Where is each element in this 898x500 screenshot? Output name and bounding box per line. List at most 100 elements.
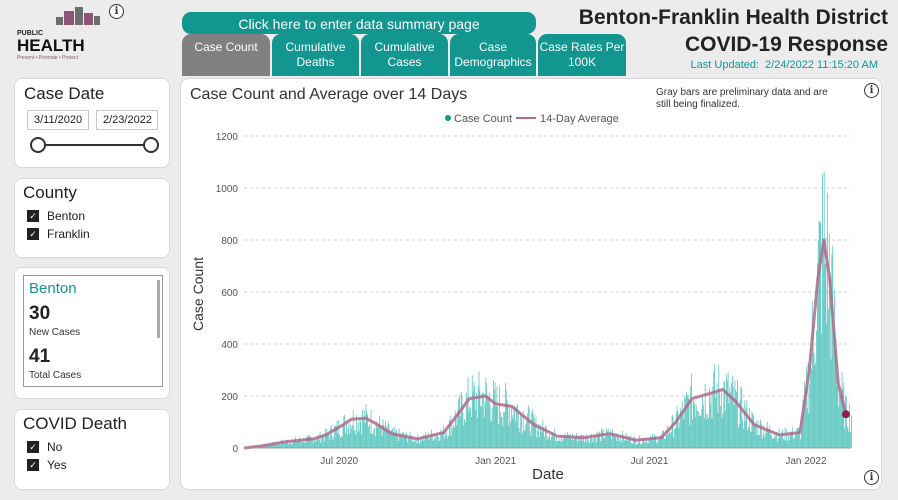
data-summary-button[interactable]: Click here to enter data summary page bbox=[182, 12, 536, 34]
end-date-input[interactable]: 2/23/2022 bbox=[96, 110, 158, 130]
case-count-bar bbox=[499, 411, 501, 448]
case-count-bar bbox=[746, 399, 748, 448]
case-count-bar bbox=[481, 405, 482, 448]
county-option-benton[interactable]: ✓ Benton bbox=[27, 209, 90, 223]
case-count-bar bbox=[510, 407, 512, 448]
case-count-bar bbox=[385, 426, 387, 448]
case-count-bar bbox=[833, 334, 834, 448]
end-slider-handle[interactable] bbox=[143, 137, 159, 153]
case-count-bar bbox=[584, 442, 585, 448]
start-slider-handle[interactable] bbox=[30, 137, 46, 153]
case-count-bar bbox=[520, 413, 522, 448]
tab-case-demographics[interactable]: Case Demographics bbox=[450, 34, 536, 76]
case-count-bar bbox=[785, 440, 787, 448]
case-count-bar bbox=[297, 440, 299, 448]
case-count-bar bbox=[299, 437, 301, 448]
case-count-bar bbox=[494, 382, 496, 448]
case-count-bar bbox=[274, 443, 276, 448]
case-count-bar bbox=[384, 428, 386, 448]
case-count-bar bbox=[443, 439, 445, 448]
case-count-bar bbox=[312, 443, 314, 448]
case-count-bar bbox=[759, 435, 760, 448]
case-count-bar bbox=[400, 433, 402, 448]
case-count-bar bbox=[397, 441, 399, 448]
case-count-bar bbox=[519, 432, 521, 448]
info-icon[interactable]: i bbox=[109, 4, 124, 19]
case-count-bar bbox=[762, 434, 764, 448]
case-count-bar bbox=[729, 386, 731, 448]
case-count-bar bbox=[504, 382, 506, 448]
case-count-bar bbox=[333, 437, 335, 448]
case-count-bar bbox=[418, 438, 420, 448]
checkbox-checked-icon: ✓ bbox=[27, 228, 39, 240]
case-count-bar bbox=[354, 429, 356, 448]
case-count-bar bbox=[309, 435, 311, 448]
case-count-bar bbox=[604, 437, 606, 448]
county-option-franklin[interactable]: ✓ Franklin bbox=[27, 227, 90, 241]
case-count-bar bbox=[821, 333, 823, 448]
card-scroll-area[interactable]: Benton 30 New Cases 41 Total Cases bbox=[23, 275, 163, 387]
case-count-bar bbox=[459, 416, 461, 448]
case-count-bar bbox=[310, 436, 312, 448]
case-count-bar bbox=[752, 413, 754, 448]
case-count-bar bbox=[817, 240, 819, 448]
case-count-bar bbox=[614, 437, 616, 448]
case-count-bar bbox=[547, 435, 549, 448]
case-count-bar bbox=[270, 445, 272, 448]
case-count-bar bbox=[277, 441, 278, 448]
card-scrollbar[interactable] bbox=[157, 280, 160, 338]
chart-info-icon[interactable]: i bbox=[864, 83, 879, 98]
case-count-bar bbox=[365, 403, 367, 448]
case-count-bar bbox=[556, 437, 557, 448]
case-count-bar bbox=[335, 425, 337, 448]
case-count-bar bbox=[690, 386, 692, 448]
case-count-bar bbox=[600, 441, 602, 448]
case-count-bar bbox=[359, 419, 361, 448]
case-count-bar bbox=[702, 396, 704, 448]
case-count-bar bbox=[704, 383, 706, 448]
case-count-bar bbox=[319, 431, 321, 448]
case-count-bar bbox=[476, 392, 477, 448]
case-count-bar bbox=[532, 409, 533, 448]
case-count-bar bbox=[774, 434, 776, 448]
case-count-bar bbox=[465, 392, 467, 448]
case-count-bar bbox=[663, 438, 665, 448]
case-count-bar bbox=[349, 433, 351, 448]
tab-case-rates[interactable]: Case Rates Per 100K bbox=[538, 34, 626, 76]
death-option-no[interactable]: ✓ No bbox=[27, 440, 67, 454]
legend-marker-case-count bbox=[445, 115, 451, 121]
case-count-bar bbox=[607, 431, 608, 448]
case-count-bar bbox=[697, 411, 699, 448]
case-count-bar bbox=[346, 434, 348, 448]
case-count-bar bbox=[840, 395, 842, 448]
case-count-bar bbox=[799, 429, 800, 448]
case-count-bar bbox=[683, 419, 685, 448]
case-count-bar bbox=[408, 438, 409, 448]
case-count-bar bbox=[621, 442, 623, 448]
case-count-bar bbox=[513, 406, 515, 448]
y-tick-label: 400 bbox=[221, 340, 238, 351]
case-count-bar bbox=[811, 300, 813, 448]
case-count-bar bbox=[648, 443, 650, 448]
case-count-bar bbox=[792, 426, 794, 448]
tab-cumulative-cases[interactable]: Cumulative Cases bbox=[361, 34, 448, 76]
case-count-bar bbox=[342, 424, 344, 448]
case-count-bar bbox=[783, 439, 785, 448]
tab-case-count[interactable]: Case Count bbox=[182, 34, 270, 76]
case-count-bar bbox=[486, 382, 488, 448]
case-count-bar bbox=[652, 440, 654, 448]
case-count-bar bbox=[391, 429, 393, 448]
case-count-bar bbox=[485, 377, 487, 448]
case-count-bar bbox=[543, 427, 545, 448]
start-date-input[interactable]: 3/11/2020 bbox=[27, 110, 89, 130]
tab-cumulative-deaths[interactable]: Cumulative Deaths bbox=[272, 34, 359, 76]
case-count-bar bbox=[775, 436, 777, 448]
case-count-bar bbox=[721, 417, 723, 448]
case-count-bar bbox=[778, 428, 780, 448]
case-count-bar bbox=[649, 438, 651, 448]
case-count-bar bbox=[535, 415, 537, 448]
chart-footer-info-icon[interactable]: i bbox=[864, 470, 879, 485]
death-option-yes[interactable]: ✓ Yes bbox=[27, 458, 67, 472]
case-count-bar bbox=[356, 414, 358, 448]
case-count-bar bbox=[488, 392, 490, 448]
